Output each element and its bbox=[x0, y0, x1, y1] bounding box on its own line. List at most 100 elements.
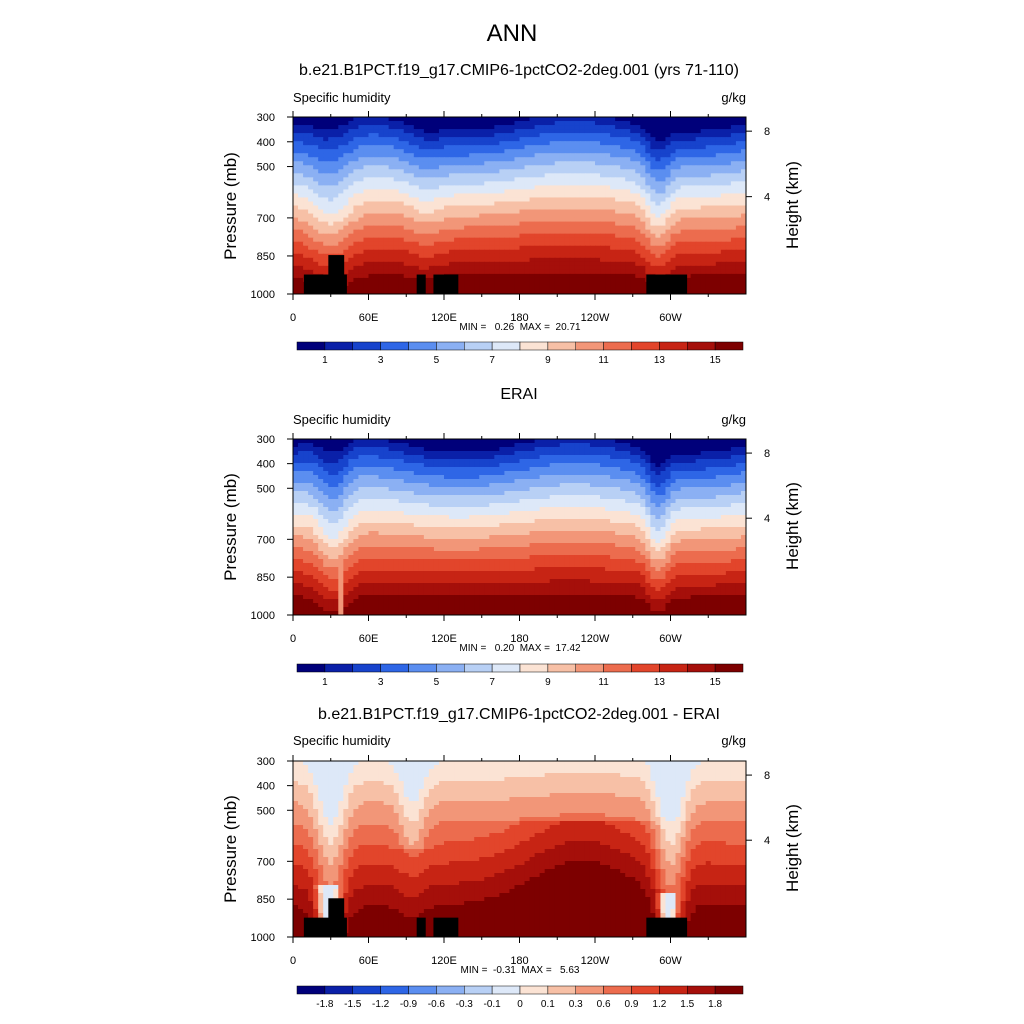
field-cell bbox=[675, 169, 682, 174]
field-cell bbox=[484, 117, 490, 122]
field-cell bbox=[363, 221, 370, 227]
field-cell bbox=[710, 273, 717, 279]
field-cell bbox=[630, 181, 636, 186]
field-cell bbox=[303, 189, 309, 195]
field-cell bbox=[363, 439, 370, 444]
field-cell bbox=[564, 133, 571, 138]
field-cell bbox=[428, 221, 435, 227]
field-cell bbox=[403, 173, 410, 178]
field-cell bbox=[303, 217, 309, 223]
field-cell bbox=[610, 261, 616, 267]
field-cell bbox=[539, 273, 546, 279]
field-cell bbox=[680, 133, 687, 138]
field-cell bbox=[620, 221, 626, 227]
field-cell bbox=[680, 189, 687, 195]
field-cell bbox=[509, 265, 516, 271]
field-cell bbox=[303, 455, 309, 460]
field-cell bbox=[313, 249, 319, 255]
field-cell bbox=[363, 197, 370, 203]
field-cell bbox=[675, 117, 682, 122]
field-cell bbox=[293, 169, 299, 174]
field-cell bbox=[615, 249, 621, 255]
field-cell bbox=[544, 201, 551, 207]
field-cell bbox=[725, 201, 732, 207]
field-cell bbox=[539, 125, 546, 130]
field-cell bbox=[569, 185, 576, 191]
field-cell bbox=[353, 249, 360, 255]
field-cell bbox=[459, 229, 465, 235]
field-cell bbox=[338, 209, 344, 215]
field-cell bbox=[363, 137, 370, 142]
field-cell bbox=[383, 281, 390, 287]
field-cell bbox=[509, 165, 516, 170]
field-cell bbox=[635, 177, 641, 182]
field-cell bbox=[363, 177, 370, 182]
field-cell bbox=[469, 447, 475, 452]
field-cell bbox=[725, 281, 732, 287]
field-cell bbox=[655, 467, 662, 472]
field-cell bbox=[489, 443, 495, 448]
field-cell bbox=[383, 451, 390, 456]
field-cell bbox=[640, 217, 646, 223]
field-cell bbox=[524, 265, 531, 271]
field-cell bbox=[610, 177, 616, 182]
field-cell bbox=[499, 245, 505, 251]
field-cell bbox=[705, 217, 712, 223]
field-cell bbox=[635, 157, 641, 162]
field-cell bbox=[393, 185, 400, 191]
field-cell bbox=[343, 117, 349, 122]
field-cell bbox=[464, 225, 470, 231]
field-cell bbox=[343, 221, 349, 227]
field-cell bbox=[509, 443, 516, 448]
field-cell bbox=[569, 121, 576, 126]
field-cell bbox=[494, 213, 500, 219]
field-cell bbox=[529, 241, 536, 247]
field-cell bbox=[650, 447, 656, 452]
field-cell bbox=[589, 177, 596, 182]
field-cell bbox=[378, 169, 385, 174]
field-cell bbox=[308, 483, 314, 488]
field-cell bbox=[368, 177, 375, 182]
field-cell bbox=[398, 193, 405, 199]
field-cell bbox=[539, 189, 546, 195]
field-cell bbox=[715, 141, 722, 146]
field-cell bbox=[403, 241, 410, 247]
field-cell bbox=[353, 467, 360, 472]
field-cell bbox=[499, 281, 505, 287]
field-cell bbox=[504, 137, 511, 142]
field-cell bbox=[730, 447, 737, 452]
field-cell bbox=[398, 121, 405, 126]
field-cell bbox=[610, 209, 616, 215]
field-cell bbox=[423, 141, 430, 146]
field-cell bbox=[625, 475, 631, 480]
field-cell bbox=[620, 149, 626, 154]
field-cell bbox=[403, 479, 410, 484]
field-cell bbox=[479, 269, 485, 275]
field-cell bbox=[720, 439, 727, 444]
field-cell bbox=[720, 281, 727, 287]
field-cell bbox=[665, 459, 672, 464]
field-cell bbox=[353, 221, 360, 227]
field-cell bbox=[529, 117, 536, 122]
field-cell bbox=[584, 225, 591, 231]
field-cell bbox=[438, 125, 445, 130]
field-cell bbox=[534, 265, 541, 271]
field-cell bbox=[494, 161, 500, 166]
field-cell bbox=[393, 285, 400, 291]
field-cell bbox=[539, 181, 546, 186]
field-cell bbox=[574, 249, 581, 255]
field-cell bbox=[534, 289, 541, 294]
field-cell bbox=[444, 137, 450, 142]
field-cell bbox=[328, 241, 334, 247]
field-cell bbox=[479, 145, 485, 150]
field-cell bbox=[413, 185, 420, 191]
field-cell bbox=[725, 245, 732, 251]
field-cell bbox=[343, 249, 349, 255]
field-cell bbox=[655, 253, 662, 259]
field-cell bbox=[569, 471, 576, 476]
field-cell bbox=[504, 237, 511, 243]
field-cell bbox=[615, 133, 621, 138]
field-cell bbox=[640, 285, 646, 291]
field-cell bbox=[564, 189, 571, 195]
field-cell bbox=[464, 229, 470, 235]
